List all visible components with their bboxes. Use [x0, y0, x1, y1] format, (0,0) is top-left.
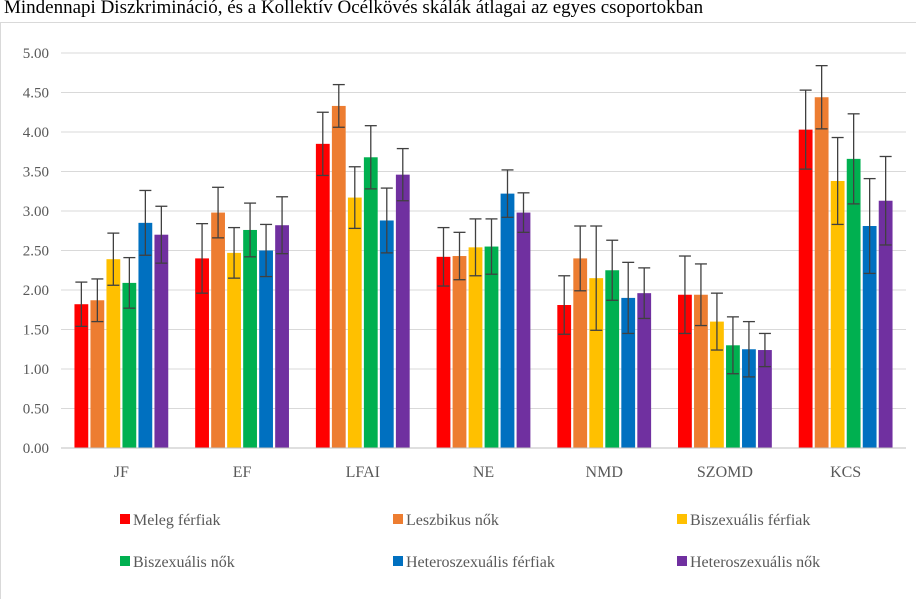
bar [862, 226, 877, 448]
bar [500, 193, 515, 448]
bar [589, 278, 604, 448]
bar [436, 256, 451, 448]
y-tick-label: 4.50 [23, 86, 49, 102]
bar [154, 234, 169, 448]
bar [195, 258, 209, 448]
bar [878, 200, 893, 448]
y-tick-label: 1.00 [23, 362, 49, 378]
legend-label: Biszexuális nők [133, 554, 235, 571]
error-bars [75, 64, 892, 378]
legend-swatch [120, 514, 130, 524]
legend-label: Leszbikus nők [406, 512, 499, 529]
bar [74, 304, 89, 448]
y-tick-label: 3.50 [23, 165, 49, 181]
axes: 0.00 0.50 1.00 1.50 2.00 2.50 3.00 3.50 4.00 4.50… [23, 46, 906, 481]
legend-swatch [677, 556, 687, 566]
legend-swatch [120, 556, 130, 566]
bar [830, 180, 845, 449]
bar [516, 212, 531, 448]
y-tick-label: 3.00 [23, 204, 49, 220]
bar [814, 97, 829, 449]
bar-chart: 0.00 0.50 1.00 1.50 2.00 2.50 3.00 3.50 4.00 4.50… [23, 46, 906, 571]
bar [259, 250, 273, 448]
legend-label: Heteroszexuális nők [690, 554, 820, 571]
bar [726, 345, 740, 448]
x-tick-label: NE [473, 464, 494, 481]
bar [846, 158, 861, 449]
bar [363, 157, 378, 448]
x-tick-label: SZOMD [697, 464, 753, 481]
bar [347, 197, 362, 448]
bar [484, 246, 499, 448]
y-tick-label: 2.50 [23, 244, 49, 260]
y-tick-label: 2.00 [23, 283, 49, 299]
bar [227, 252, 241, 448]
bar [468, 247, 483, 448]
bar [106, 259, 121, 448]
bar [710, 321, 724, 448]
title-bar: Mindennapi Diszkrimináció, és a Kollektí… [0, 0, 917, 24]
bar [331, 105, 346, 449]
bars [74, 97, 893, 449]
bar [557, 305, 572, 448]
legend-label: Biszexuális férfiak [690, 512, 810, 529]
x-tick-label: JF [114, 464, 129, 481]
legend-swatch [393, 556, 403, 566]
x-tick-label: KCS [830, 464, 861, 481]
bar [758, 350, 772, 448]
y-tick-label: 4.00 [23, 125, 49, 141]
bar [243, 229, 257, 448]
gridlines [61, 52, 906, 409]
bar [275, 225, 289, 448]
bar [637, 293, 652, 448]
bar [315, 143, 330, 448]
bar [379, 220, 394, 448]
bar [122, 282, 137, 448]
y-tick-label: 1.50 [23, 323, 49, 339]
bar [90, 300, 105, 448]
bar [694, 294, 708, 448]
legend-swatch [677, 514, 687, 524]
y-tick-label: 0.00 [23, 441, 49, 457]
x-tick-label: NMD [586, 464, 623, 481]
bar [605, 270, 620, 448]
x-tick-label: LFAI [346, 464, 380, 481]
bar [211, 212, 225, 448]
bar [621, 297, 636, 448]
x-tick-label: EF [233, 464, 252, 481]
legend-label: Heteroszexuális férfiak [406, 554, 555, 571]
y-tick-label: 0.50 [23, 402, 49, 418]
legend-swatch [393, 514, 403, 524]
legend-label: Meleg férfiak [133, 512, 221, 529]
y-tick-label: 5.00 [23, 46, 49, 62]
bar [742, 349, 756, 448]
legend: Meleg férfiak Leszbikus nők Biszexuális fé… [120, 512, 820, 571]
bar [798, 129, 813, 448]
bar [138, 222, 153, 448]
chart-area: 0.00 0.50 1.00 1.50 2.00 2.50 3.00 3.50 4.00 4.50… [0, 22, 916, 599]
bar [573, 258, 588, 448]
bar [452, 256, 467, 448]
bar [395, 174, 410, 448]
chart-title: Mindennapi Diszkrimináció, és a Kollektí… [4, 0, 704, 18]
